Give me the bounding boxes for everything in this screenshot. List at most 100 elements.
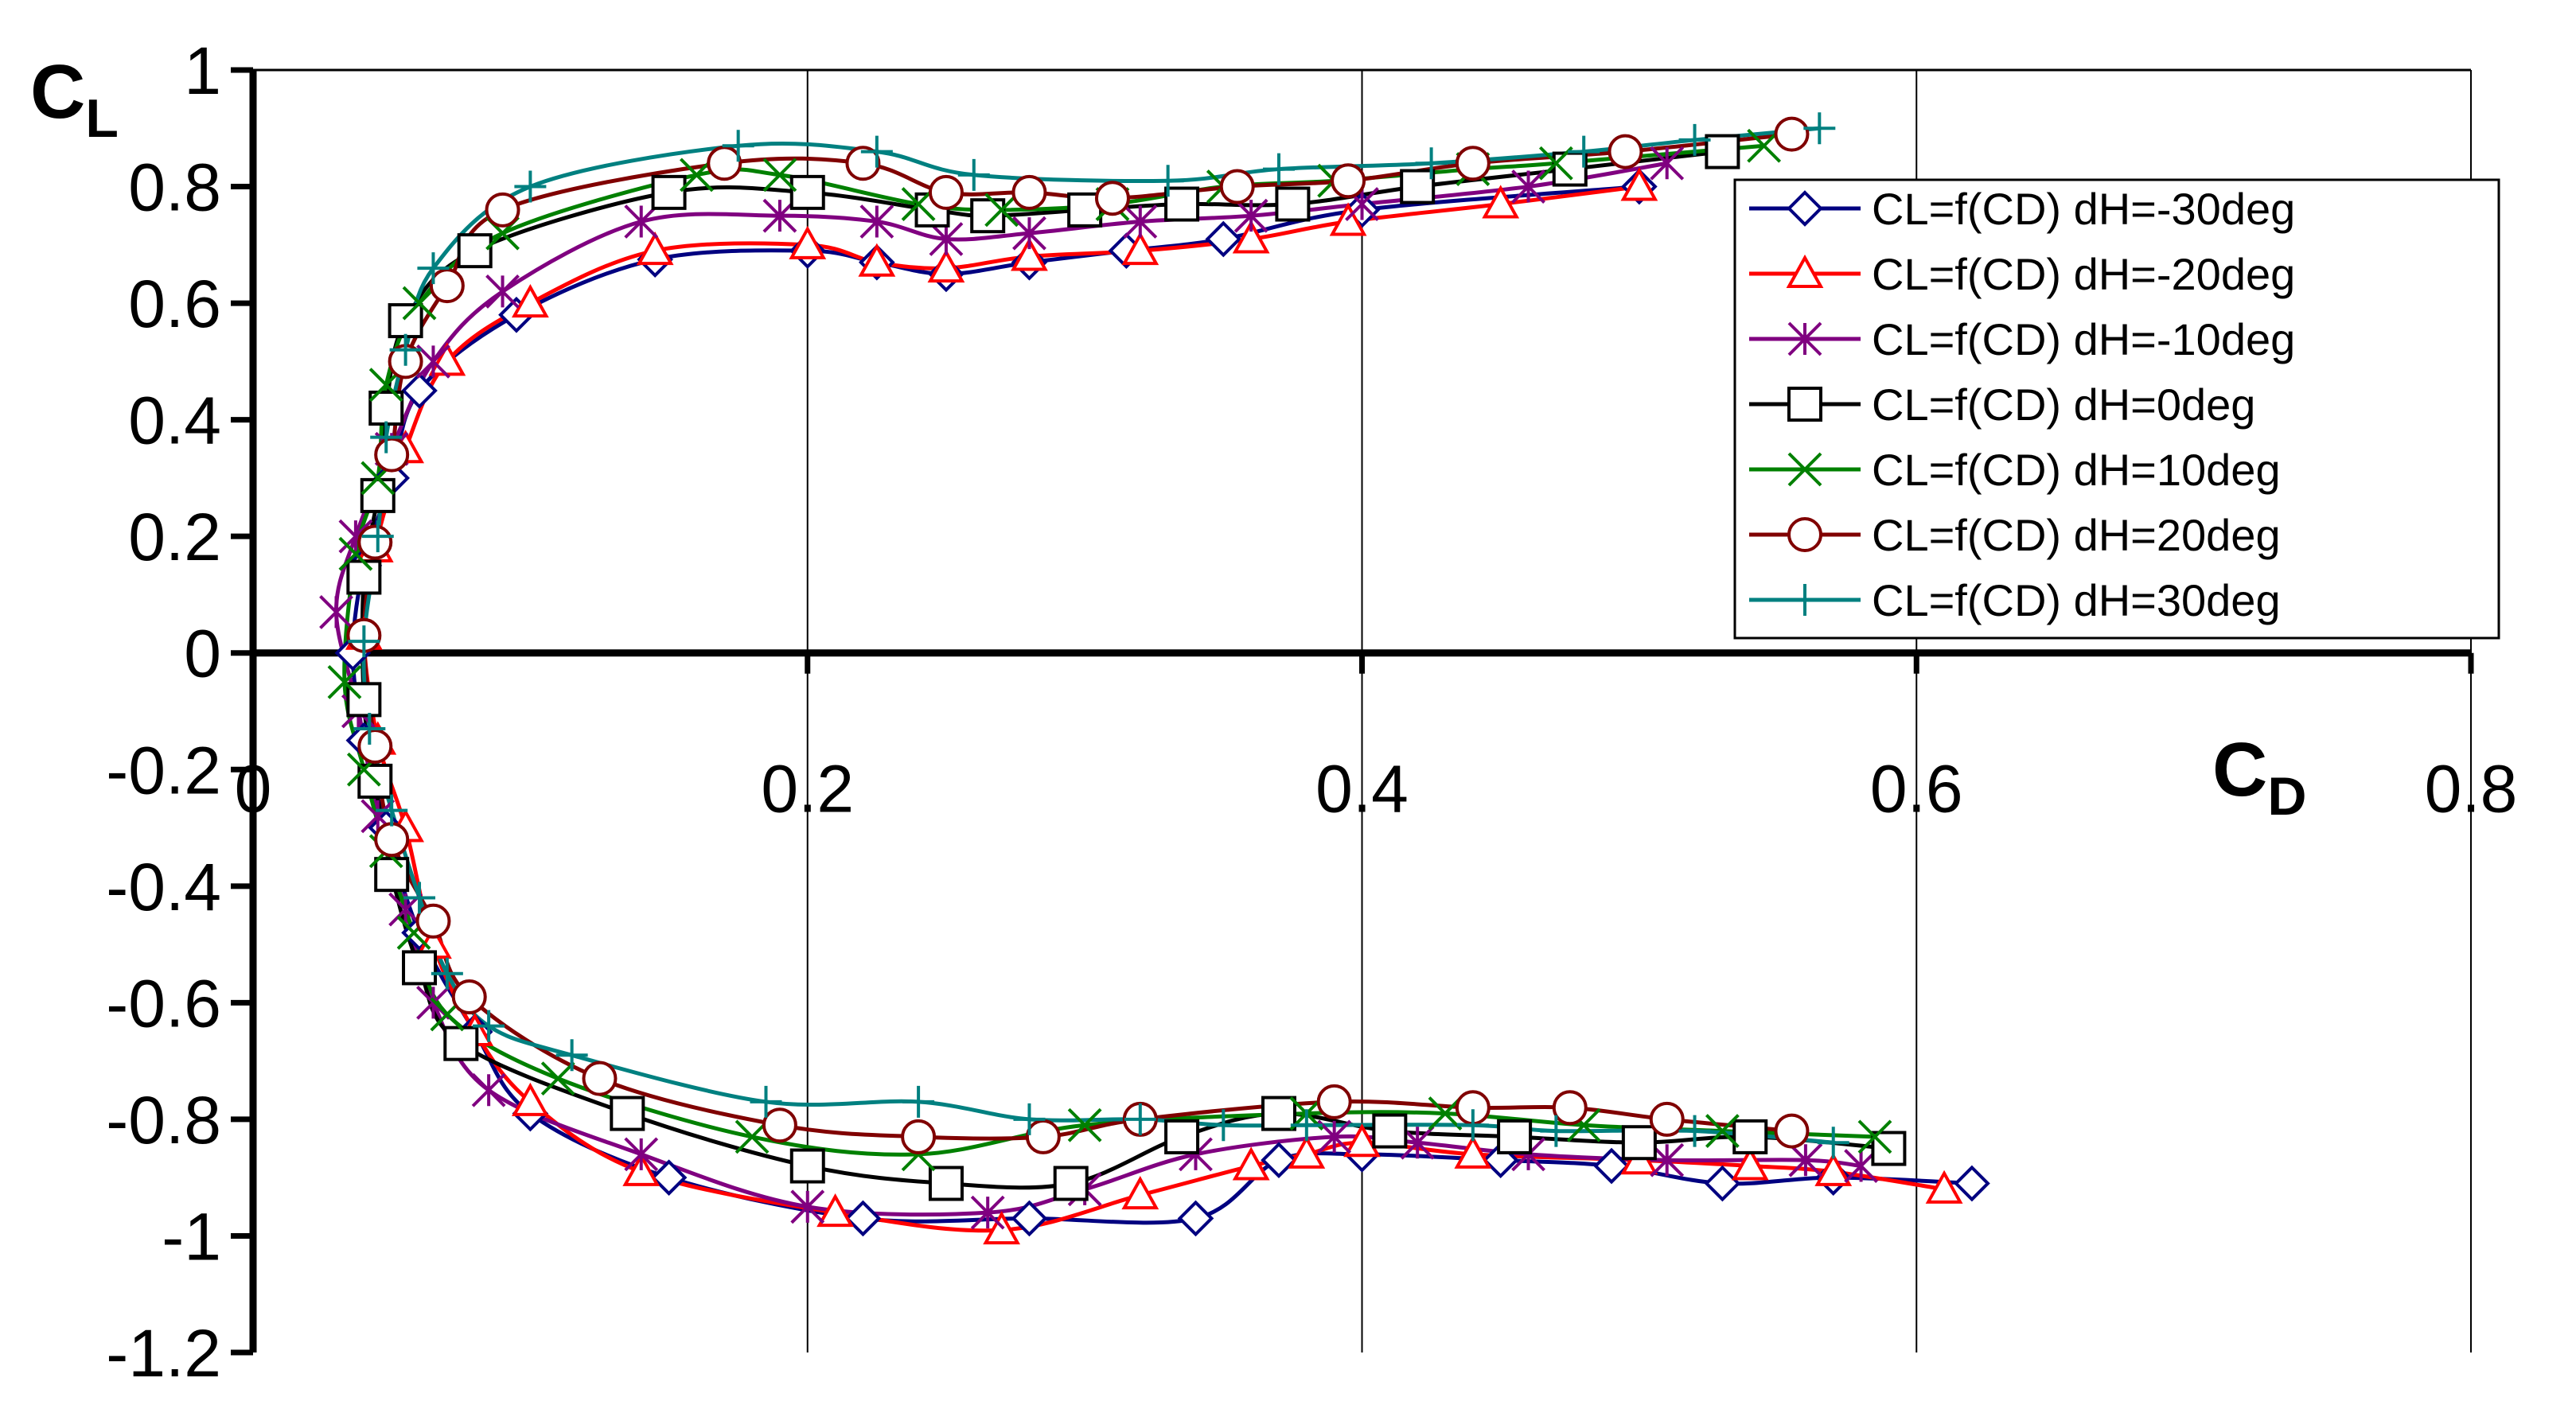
- data-point-series-3: [1552, 151, 1588, 187]
- data-point-series-0: [1261, 1142, 1297, 1179]
- x-tick-label: 0.8: [2425, 752, 2518, 827]
- legend-marker-5: [1787, 517, 1822, 552]
- data-point-series-1: [858, 243, 896, 277]
- x-tick-label: 0.4: [1315, 752, 1409, 827]
- data-point-series-1: [1121, 1176, 1159, 1210]
- data-point-series-1: [1011, 237, 1048, 271]
- data-point-series-3: [1164, 186, 1200, 222]
- legend-label-5: CL=f(CD) dH=20deg: [1872, 510, 2281, 560]
- data-point-series-0: [1205, 220, 1242, 258]
- data-point-series-5: [1025, 1119, 1061, 1154]
- data-point-series-6: [1415, 147, 1448, 180]
- y-tick-label: 0.2: [128, 500, 221, 574]
- data-point-series-3: [1400, 169, 1436, 204]
- data-point-series-6: [361, 520, 394, 553]
- data-point-series-3: [928, 1166, 964, 1201]
- data-point-series-5: [1331, 163, 1366, 199]
- data-point-series-5: [374, 822, 410, 858]
- data-point-series-6: [473, 1010, 505, 1042]
- data-point-series-3: [402, 950, 438, 986]
- data-point-series-4: [984, 193, 1019, 228]
- data-point-series-2: [624, 1137, 659, 1172]
- data-point-series-3: [789, 174, 825, 210]
- data-point-series-3: [1053, 1166, 1089, 1201]
- legend-marker-2: [1787, 321, 1822, 356]
- data-point-series-1: [636, 232, 674, 266]
- legend-marker-4: [1787, 452, 1822, 487]
- series-markers: [319, 112, 1990, 1245]
- data-point-series-5: [415, 903, 451, 939]
- data-point-series-6: [370, 421, 403, 453]
- data-point-series-6: [417, 252, 450, 285]
- data-point-series-1: [1925, 1170, 1963, 1204]
- data-point-series-1: [511, 1082, 549, 1116]
- data-point-series-3: [970, 198, 1006, 234]
- data-point-series-3: [1621, 1125, 1657, 1161]
- data-point-series-2: [1012, 216, 1046, 251]
- data-point-series-4: [1857, 1119, 1892, 1154]
- data-point-series-1: [1121, 232, 1159, 266]
- data-point-series-2: [1233, 198, 1269, 233]
- y-axis-title-sub: L: [85, 88, 119, 149]
- y-axis-title-main: C: [30, 49, 85, 134]
- data-point-series-1: [1814, 1152, 1853, 1186]
- data-point-series-3: [789, 1148, 825, 1184]
- data-point-series-5: [429, 268, 465, 304]
- data-point-series-6: [1124, 1103, 1156, 1135]
- data-point-series-5: [1455, 146, 1491, 181]
- data-point-series-1: [1288, 1135, 1326, 1169]
- data-point-series-4: [762, 158, 797, 193]
- data-point-series-5: [762, 1107, 797, 1143]
- data-point-series-2: [929, 222, 964, 256]
- data-point-series-2: [319, 595, 353, 629]
- data-point-series-6: [555, 1039, 588, 1072]
- data-point-series-3: [443, 1026, 479, 1061]
- data-point-series-2: [416, 344, 450, 379]
- axes: [231, 67, 2474, 1356]
- data-point-series-1: [1232, 220, 1270, 254]
- data-point-series-5: [1774, 1113, 1810, 1149]
- legend-marker-0: [1787, 190, 1823, 227]
- data-point-series-3: [374, 857, 410, 893]
- data-point-series-6: [1290, 1109, 1323, 1142]
- legend-label-1: CL=f(CD) dH=-20deg: [1872, 249, 2295, 299]
- data-point-series-6: [1678, 1115, 1711, 1147]
- data-point-series-2: [859, 204, 894, 239]
- data-point-series-6: [902, 1085, 935, 1118]
- legend-box: [1733, 178, 2500, 640]
- data-point-series-6: [1540, 1115, 1572, 1147]
- data-point-series-2: [1123, 204, 1158, 239]
- y-tick-label: 0.8: [128, 150, 221, 225]
- y-tick-label: 0.4: [128, 383, 221, 458]
- y-tick-label: 0: [184, 617, 221, 691]
- data-point-series-1: [927, 249, 965, 283]
- legend-marker-1: [1786, 254, 1824, 288]
- legend-label-2: CL=f(CD) dH=-10deg: [1872, 314, 2295, 364]
- data-point-series-6: [1678, 123, 1711, 156]
- data-point-series-1: [816, 1193, 854, 1228]
- data-point-series-6: [1803, 112, 1836, 145]
- y-tick-label: -0.8: [106, 1083, 221, 1158]
- data-point-series-5: [357, 524, 393, 560]
- data-point-series-3: [1497, 1119, 1533, 1154]
- data-point-series-1: [1482, 185, 1520, 219]
- x-axis-title-main: C: [2212, 727, 2267, 812]
- data-point-series-3: [457, 233, 493, 269]
- y-tick-label: 0.6: [128, 267, 221, 341]
- data-point-series-0: [1177, 1200, 1214, 1237]
- data-point-series-2: [1317, 1119, 1352, 1154]
- data-point-series-6: [1013, 1103, 1046, 1135]
- data-point-series-6: [376, 794, 408, 827]
- series-line-5: [361, 132, 1792, 1141]
- x-axis-title-sub: D: [2267, 766, 2306, 827]
- data-point-series-5: [1219, 169, 1255, 204]
- data-point-series-2: [1788, 1142, 1823, 1177]
- data-point-series-3: [1164, 1119, 1200, 1154]
- data-point-series-5: [1774, 116, 1810, 152]
- data-point-series-4: [402, 286, 437, 321]
- data-point-series-3: [1275, 186, 1311, 222]
- data-point-series-3: [1705, 134, 1740, 169]
- y-tick-label: -1.2: [106, 1316, 221, 1391]
